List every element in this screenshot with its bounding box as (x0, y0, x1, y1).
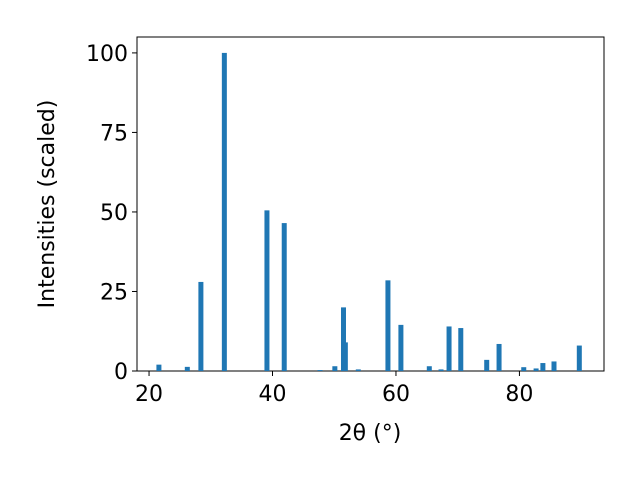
x-tick-label: 20 (135, 382, 163, 407)
bar (198, 281, 204, 371)
bar (281, 223, 287, 371)
bar (521, 367, 527, 371)
bar (340, 307, 346, 371)
bar (385, 280, 391, 371)
x-tick-label: 80 (505, 382, 533, 407)
x-axis-label: 2θ (°) (339, 421, 402, 446)
bar (221, 52, 227, 372)
y-tick-label: 75 (100, 121, 128, 146)
bar (355, 369, 361, 371)
bar (458, 328, 464, 371)
bar (576, 345, 582, 371)
y-tick-label: 50 (100, 201, 128, 226)
plot-frame (136, 36, 605, 372)
bar (184, 366, 190, 371)
bar (426, 366, 432, 371)
bar (540, 363, 546, 371)
x-tick-label: 60 (382, 382, 410, 407)
y-axis-label: Intensities (scaled) (35, 100, 60, 309)
bar (496, 343, 502, 371)
y-tick-label: 100 (86, 42, 128, 67)
bar (438, 369, 444, 371)
bar (156, 364, 162, 371)
bar (317, 370, 323, 371)
bar (533, 368, 539, 371)
bar (332, 366, 338, 371)
bar (551, 361, 557, 371)
bar (446, 326, 452, 371)
bar (484, 359, 490, 371)
bar (264, 210, 270, 371)
bar (398, 324, 404, 371)
x-tick-label: 40 (259, 382, 287, 407)
bar (342, 342, 348, 371)
y-tick-label: 0 (114, 360, 128, 385)
y-tick-label: 25 (100, 280, 128, 305)
